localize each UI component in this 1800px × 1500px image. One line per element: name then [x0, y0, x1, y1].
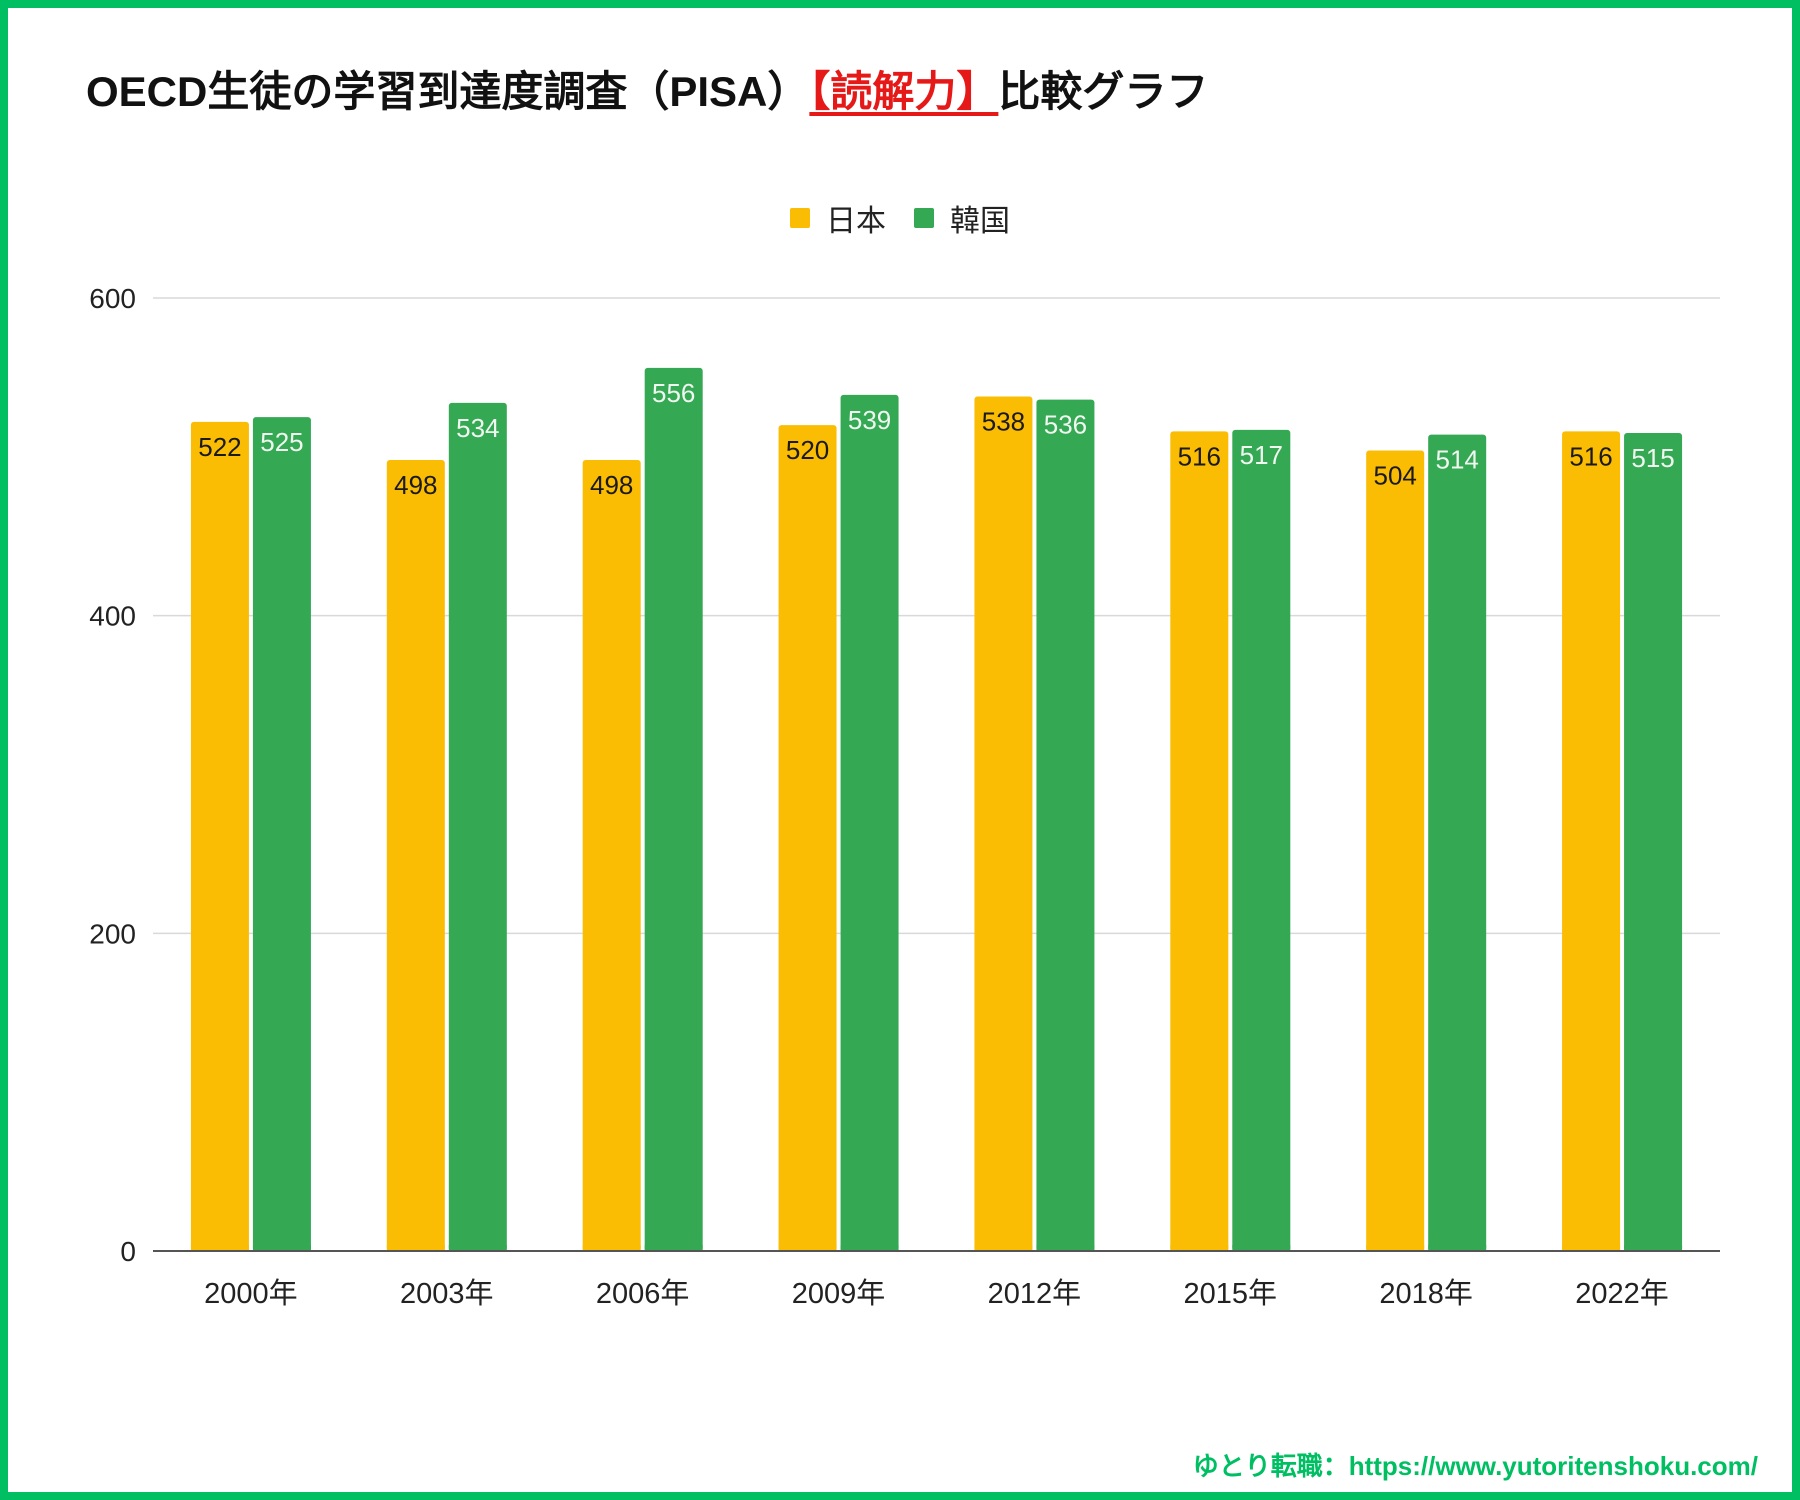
x-tick-label: 2003年	[400, 1277, 494, 1310]
data-label-japan: 520	[786, 435, 829, 465]
legend-item-korea: 韓国	[914, 196, 1010, 240]
bar-korea-base	[840, 1245, 899, 1251]
data-label-korea: 514	[1435, 445, 1478, 475]
bar-japan-base	[1170, 1245, 1229, 1251]
legend-swatch-korea	[914, 208, 934, 228]
bar-korea	[252, 417, 311, 1251]
data-label-korea: 525	[260, 427, 303, 457]
bar-korea	[644, 367, 703, 1251]
data-label-japan: 504	[1373, 460, 1416, 490]
x-tick-label: 2000年	[204, 1277, 298, 1310]
data-label-japan: 498	[394, 470, 437, 500]
y-tick-label: 400	[89, 601, 136, 632]
bar-korea-base	[448, 1245, 507, 1251]
footer-credit: ゆとり転職：https://www.yutoritenshoku.com/	[1192, 1451, 1758, 1481]
bar-japan	[190, 421, 249, 1251]
data-label-korea: 536	[1044, 410, 1087, 440]
bar-japan-base	[1366, 1245, 1425, 1251]
data-label-korea: 534	[456, 413, 499, 443]
bar-japan	[1562, 431, 1621, 1251]
legend-item-japan: 日本	[790, 196, 886, 240]
title-highlight: 【読解力】	[809, 68, 999, 115]
title-suffix: 比較グラフ	[998, 68, 1209, 115]
title-prefix: OECD生徒の学習到達度調査（PISA）	[86, 68, 810, 115]
bar-korea	[1036, 399, 1095, 1251]
bar-korea	[448, 402, 507, 1252]
bar-japan	[1366, 450, 1425, 1252]
x-tick-label: 2015年	[1184, 1277, 1278, 1310]
legend: 日本 韓国	[0, 196, 1800, 240]
bar-korea-base	[1624, 1245, 1683, 1251]
bar-japan	[582, 460, 641, 1251]
x-tick-label: 2018年	[1379, 1277, 1473, 1310]
bar-japan-base	[190, 1245, 249, 1251]
bar-korea	[1428, 434, 1487, 1251]
x-tick-label: 2009年	[792, 1277, 886, 1310]
data-label-korea: 556	[652, 378, 695, 408]
bar-korea	[840, 394, 899, 1252]
data-label-korea: 515	[1631, 443, 1674, 473]
legend-swatch-japan	[790, 208, 810, 228]
bar-japan-base	[582, 1245, 641, 1251]
bar-korea-base	[1428, 1245, 1487, 1251]
bar-japan	[1170, 431, 1229, 1251]
data-label-korea: 539	[848, 405, 891, 435]
bar-korea	[1624, 433, 1683, 1252]
legend-label-japan: 日本	[826, 205, 886, 238]
bar-japan	[974, 396, 1033, 1251]
bar-korea-base	[644, 1245, 703, 1251]
chart-title: OECD生徒の学習到達度調査（PISA）【読解力】比較グラフ	[86, 58, 1208, 119]
data-label-japan: 498	[590, 470, 633, 500]
bar-korea-base	[252, 1245, 311, 1251]
y-tick-label: 200	[89, 918, 136, 949]
bar-japan	[386, 460, 445, 1251]
bar-korea-base	[1232, 1245, 1291, 1251]
bar-japan-base	[778, 1245, 837, 1251]
x-tick-label: 2006年	[596, 1277, 690, 1310]
y-tick-label: 0	[120, 1236, 136, 1267]
legend-label-korea: 韓国	[950, 205, 1010, 238]
bar-japan	[778, 425, 837, 1252]
bar-japan-base	[386, 1245, 445, 1251]
data-label-japan: 516	[1569, 441, 1612, 471]
data-label-japan: 516	[1178, 441, 1221, 471]
data-label-korea: 517	[1240, 440, 1283, 470]
bar-japan-base	[1562, 1245, 1621, 1251]
x-tick-label: 2022年	[1575, 1277, 1669, 1310]
bar-japan-base	[974, 1245, 1033, 1251]
bar-korea-base	[1036, 1245, 1095, 1251]
x-tick-label: 2012年	[988, 1277, 1082, 1310]
data-label-japan: 522	[198, 432, 241, 462]
data-label-japan: 538	[982, 406, 1025, 436]
bar-korea	[1232, 429, 1291, 1251]
y-tick-label: 600	[89, 283, 136, 314]
